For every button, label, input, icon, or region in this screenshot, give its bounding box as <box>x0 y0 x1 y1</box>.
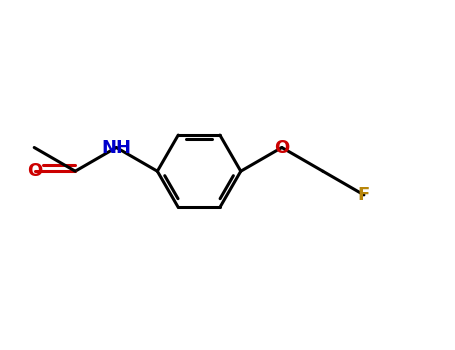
Text: NH: NH <box>101 139 131 156</box>
Text: O: O <box>27 162 43 180</box>
Text: O: O <box>274 139 289 156</box>
Text: F: F <box>358 186 370 204</box>
